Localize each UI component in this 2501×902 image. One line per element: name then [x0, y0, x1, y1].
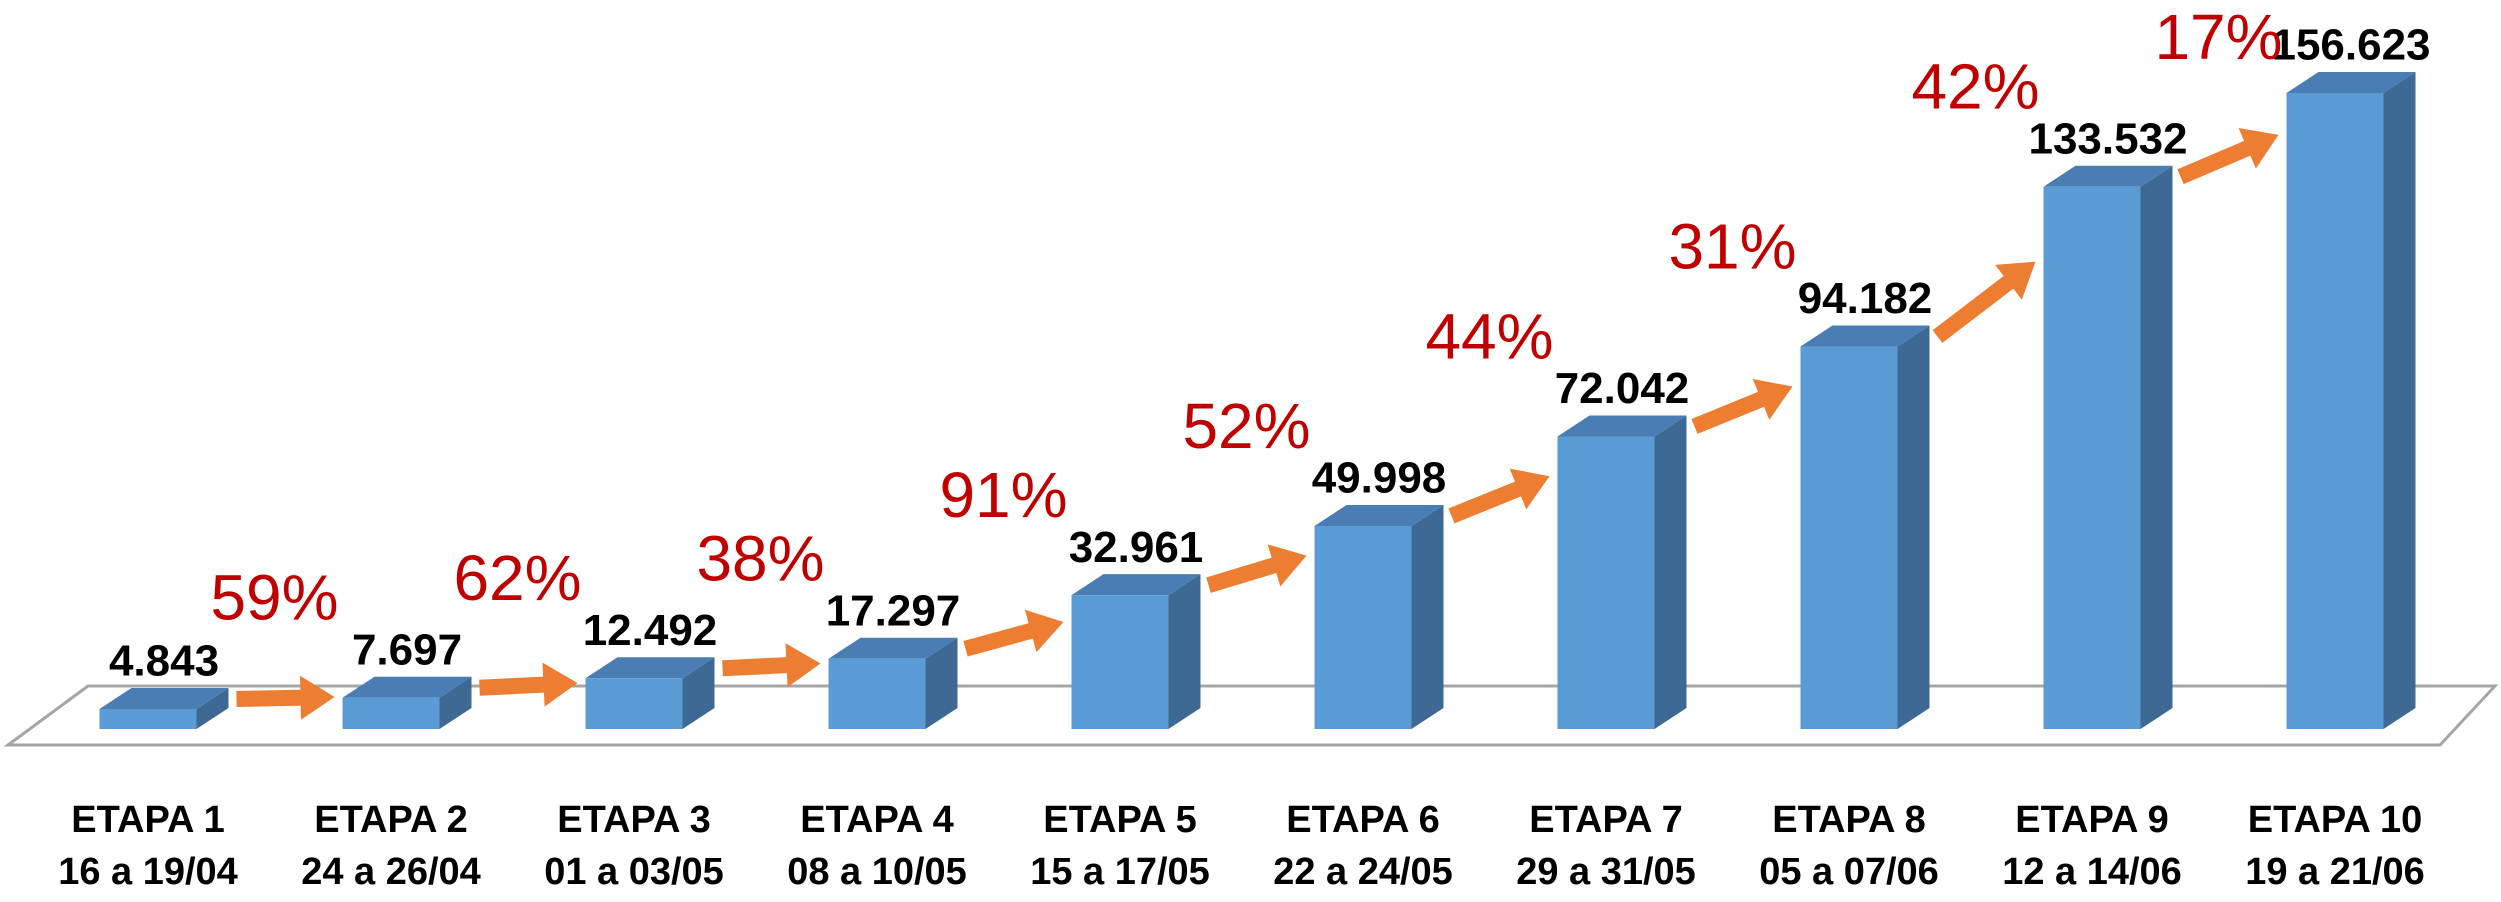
- bar-side: [925, 637, 958, 729]
- growth-label: 31%: [1668, 210, 1796, 282]
- growth-label: 59%: [210, 562, 338, 634]
- value-label: 133.532: [2028, 114, 2187, 163]
- bar-side: [439, 676, 472, 729]
- value-label: 32.961: [1069, 523, 1204, 572]
- value-label: 94.182: [1798, 274, 1933, 323]
- category-label: ETAPA 10: [2248, 799, 2423, 841]
- growth-label: 52%: [1182, 390, 1310, 462]
- growth-arrow: [722, 643, 821, 688]
- growth-arrow: [1932, 261, 2036, 343]
- bar-side: [682, 657, 715, 729]
- date-label: 29 a 31/05: [1516, 851, 1696, 893]
- bar-side: [1654, 415, 1687, 729]
- value-label: 156.623: [2271, 21, 2430, 70]
- bar-top: [342, 676, 472, 698]
- value-label: 4.843: [109, 637, 219, 686]
- growth-arrow: [236, 675, 335, 720]
- bar-top: [99, 688, 229, 709]
- bar-side: [1897, 325, 1930, 729]
- bar-top: [828, 637, 958, 659]
- bar-top: [1800, 325, 1930, 347]
- bar: [585, 678, 683, 729]
- growth-label: 91%: [939, 459, 1067, 531]
- value-label: 72.042: [1555, 364, 1690, 413]
- category-label: ETAPA 1: [71, 799, 224, 841]
- growth-arrow: [1448, 468, 1550, 524]
- category-label: ETAPA 8: [1772, 799, 1925, 841]
- bar-side: [196, 688, 229, 729]
- growth-arrow: [1206, 544, 1307, 593]
- bar: [2286, 93, 2384, 729]
- bar-top: [2043, 165, 2173, 187]
- growth-label: 17%: [2154, 1, 2282, 73]
- bar-top: [1071, 574, 1201, 596]
- date-label: 08 a 10/05: [787, 851, 967, 893]
- bar: [1071, 595, 1169, 729]
- bar: [828, 658, 926, 729]
- bar: [1557, 436, 1655, 729]
- bar-top: [585, 657, 715, 679]
- growth-label: 38%: [696, 523, 824, 595]
- bar-top: [1314, 504, 1444, 526]
- value-label: 49.998: [1312, 454, 1447, 503]
- bar-side: [2383, 72, 2416, 729]
- date-label: 05 a 07/06: [1759, 851, 1939, 893]
- growth-arrow: [479, 662, 578, 707]
- growth-label: 62%: [453, 542, 581, 614]
- category-label: ETAPA 3: [557, 799, 710, 841]
- date-label: 15 a 17/05: [1030, 851, 1210, 893]
- growth-arrow: [1691, 378, 1793, 434]
- bar-side: [2140, 165, 2173, 730]
- date-label: 19 a 21/06: [2245, 851, 2425, 893]
- growth-label: 42%: [1911, 51, 2039, 123]
- bar: [1800, 346, 1898, 729]
- bar-side: [1411, 504, 1444, 729]
- bar: [99, 709, 197, 729]
- bar-top: [2286, 72, 2416, 93]
- value-label: 7.697: [352, 625, 462, 674]
- category-label: ETAPA 5: [1043, 799, 1196, 841]
- floor: [3, 684, 2499, 747]
- value-label: 12.492: [583, 606, 718, 655]
- growth-label: 44%: [1425, 300, 1553, 372]
- bar: [1314, 525, 1412, 729]
- growth-arrow: [963, 609, 1064, 657]
- date-label: 12 a 14/06: [2002, 851, 2182, 893]
- date-label: 16 a 19/04: [58, 851, 238, 893]
- growth-arrow: [2177, 128, 2279, 185]
- bar: [2043, 186, 2141, 730]
- category-label: ETAPA 2: [314, 799, 467, 841]
- bar-top: [1557, 415, 1687, 437]
- category-label: ETAPA 6: [1286, 799, 1439, 841]
- bar: [342, 697, 440, 729]
- bar-side: [1168, 574, 1201, 729]
- value-label: 17.297: [826, 586, 961, 635]
- date-label: 22 a 24/05: [1273, 851, 1453, 893]
- category-label: ETAPA 4: [800, 799, 953, 841]
- date-label: 24 a 26/04: [301, 851, 481, 893]
- category-label: ETAPA 9: [2015, 799, 2168, 841]
- date-label: 01 a 03/05: [544, 851, 724, 893]
- category-label: ETAPA 7: [1529, 799, 1682, 841]
